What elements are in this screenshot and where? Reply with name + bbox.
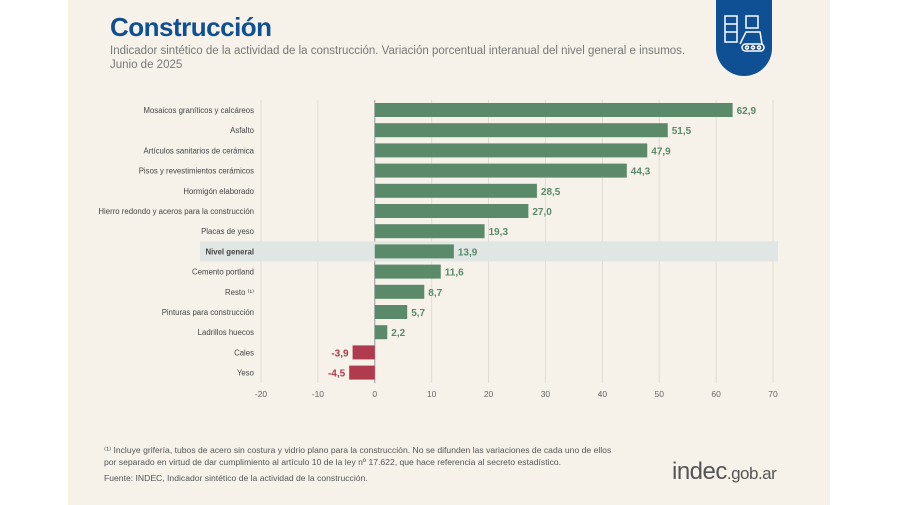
- bar: [374, 163, 627, 178]
- x-tick-label: 60: [711, 389, 721, 399]
- value-label: 13,9: [458, 247, 478, 258]
- page-title: Construcción: [110, 12, 272, 42]
- bar-chart: -20 -10 0 10 20 30 40 50 60 70 Mosaicos graníticos…: [98, 100, 778, 399]
- x-tick-label: -10: [312, 389, 325, 399]
- value-label: -3,9: [331, 348, 349, 359]
- bar: [374, 183, 537, 198]
- x-tick-label: -20: [255, 389, 268, 399]
- subtitle-text: Indicador sintético de la actividad de l…: [110, 45, 686, 57]
- category-label: Artículos sanitarios de cerámica: [143, 146, 254, 155]
- x-tick-label: 50: [654, 389, 664, 399]
- bar: [374, 305, 408, 319]
- date-text: Junio de 2025: [110, 59, 183, 71]
- category-label: Asfalto: [230, 126, 254, 135]
- value-label: 62,9: [737, 106, 757, 117]
- footnote: ⁽¹⁾ Incluye grifería, tubos de acero sin…: [104, 445, 612, 467]
- value-label: 27,0: [532, 207, 552, 218]
- x-tick-label: 70: [768, 389, 778, 399]
- subtitle: Indicador sintético de la actividad de l…: [110, 44, 730, 72]
- category-label: Yeso: [237, 369, 255, 378]
- value-label: 2,2: [391, 328, 405, 339]
- bar: [374, 224, 485, 239]
- bar: [374, 103, 733, 117]
- value-label: 19,3: [489, 227, 509, 238]
- bar: [374, 123, 668, 138]
- bar: [374, 143, 648, 158]
- category-label: Pisos y revestimientos cerámicos: [139, 167, 254, 176]
- x-tick-label: 10: [427, 389, 437, 399]
- category-label: Cales: [234, 348, 254, 357]
- category-label: Placas de yeso: [201, 227, 255, 236]
- source-text: Fuente: INDEC, Indicador sintético de la…: [104, 473, 368, 483]
- indec-logo: indec.gob.ar: [672, 458, 777, 486]
- value-label: 28,5: [541, 187, 561, 198]
- value-label: -4,5: [328, 369, 346, 380]
- x-tick-label: 40: [598, 389, 608, 399]
- value-label: 5,7: [411, 308, 425, 319]
- category-label: Hormigón elaborado: [183, 187, 254, 196]
- highlight-band: [200, 241, 778, 262]
- value-label: 8,7: [428, 288, 442, 299]
- bar: [374, 264, 441, 279]
- logo-suffix: .gob.ar: [726, 464, 777, 483]
- logo-main: indec: [672, 458, 727, 485]
- category-label: Mosaicos graníticos y calcáreos: [143, 106, 254, 115]
- value-label: 47,9: [651, 146, 671, 157]
- bar: [352, 345, 375, 360]
- x-tick-label: 0: [372, 389, 377, 399]
- bar: [374, 325, 388, 340]
- value-label: 51,5: [672, 126, 692, 137]
- category-label: Resto ⁽¹⁾: [225, 288, 254, 297]
- category-label: Hierro redondo y aceros para la construc…: [98, 207, 254, 216]
- category-label: Pinturas para construcción: [162, 308, 254, 317]
- value-label: 11,6: [445, 268, 464, 279]
- bar: [374, 204, 529, 218]
- x-tick-label: 30: [541, 389, 551, 399]
- construction-icon: [716, 0, 772, 76]
- bar: [374, 284, 425, 299]
- bar: [349, 365, 375, 380]
- x-tick-label: 20: [484, 389, 494, 399]
- bar: [374, 244, 454, 259]
- category-label: Ladrillos huecos: [198, 328, 254, 337]
- category-label: Cemento portland: [192, 268, 254, 277]
- value-label: 44,3: [631, 167, 651, 178]
- category-label: Nivel general: [205, 247, 254, 256]
